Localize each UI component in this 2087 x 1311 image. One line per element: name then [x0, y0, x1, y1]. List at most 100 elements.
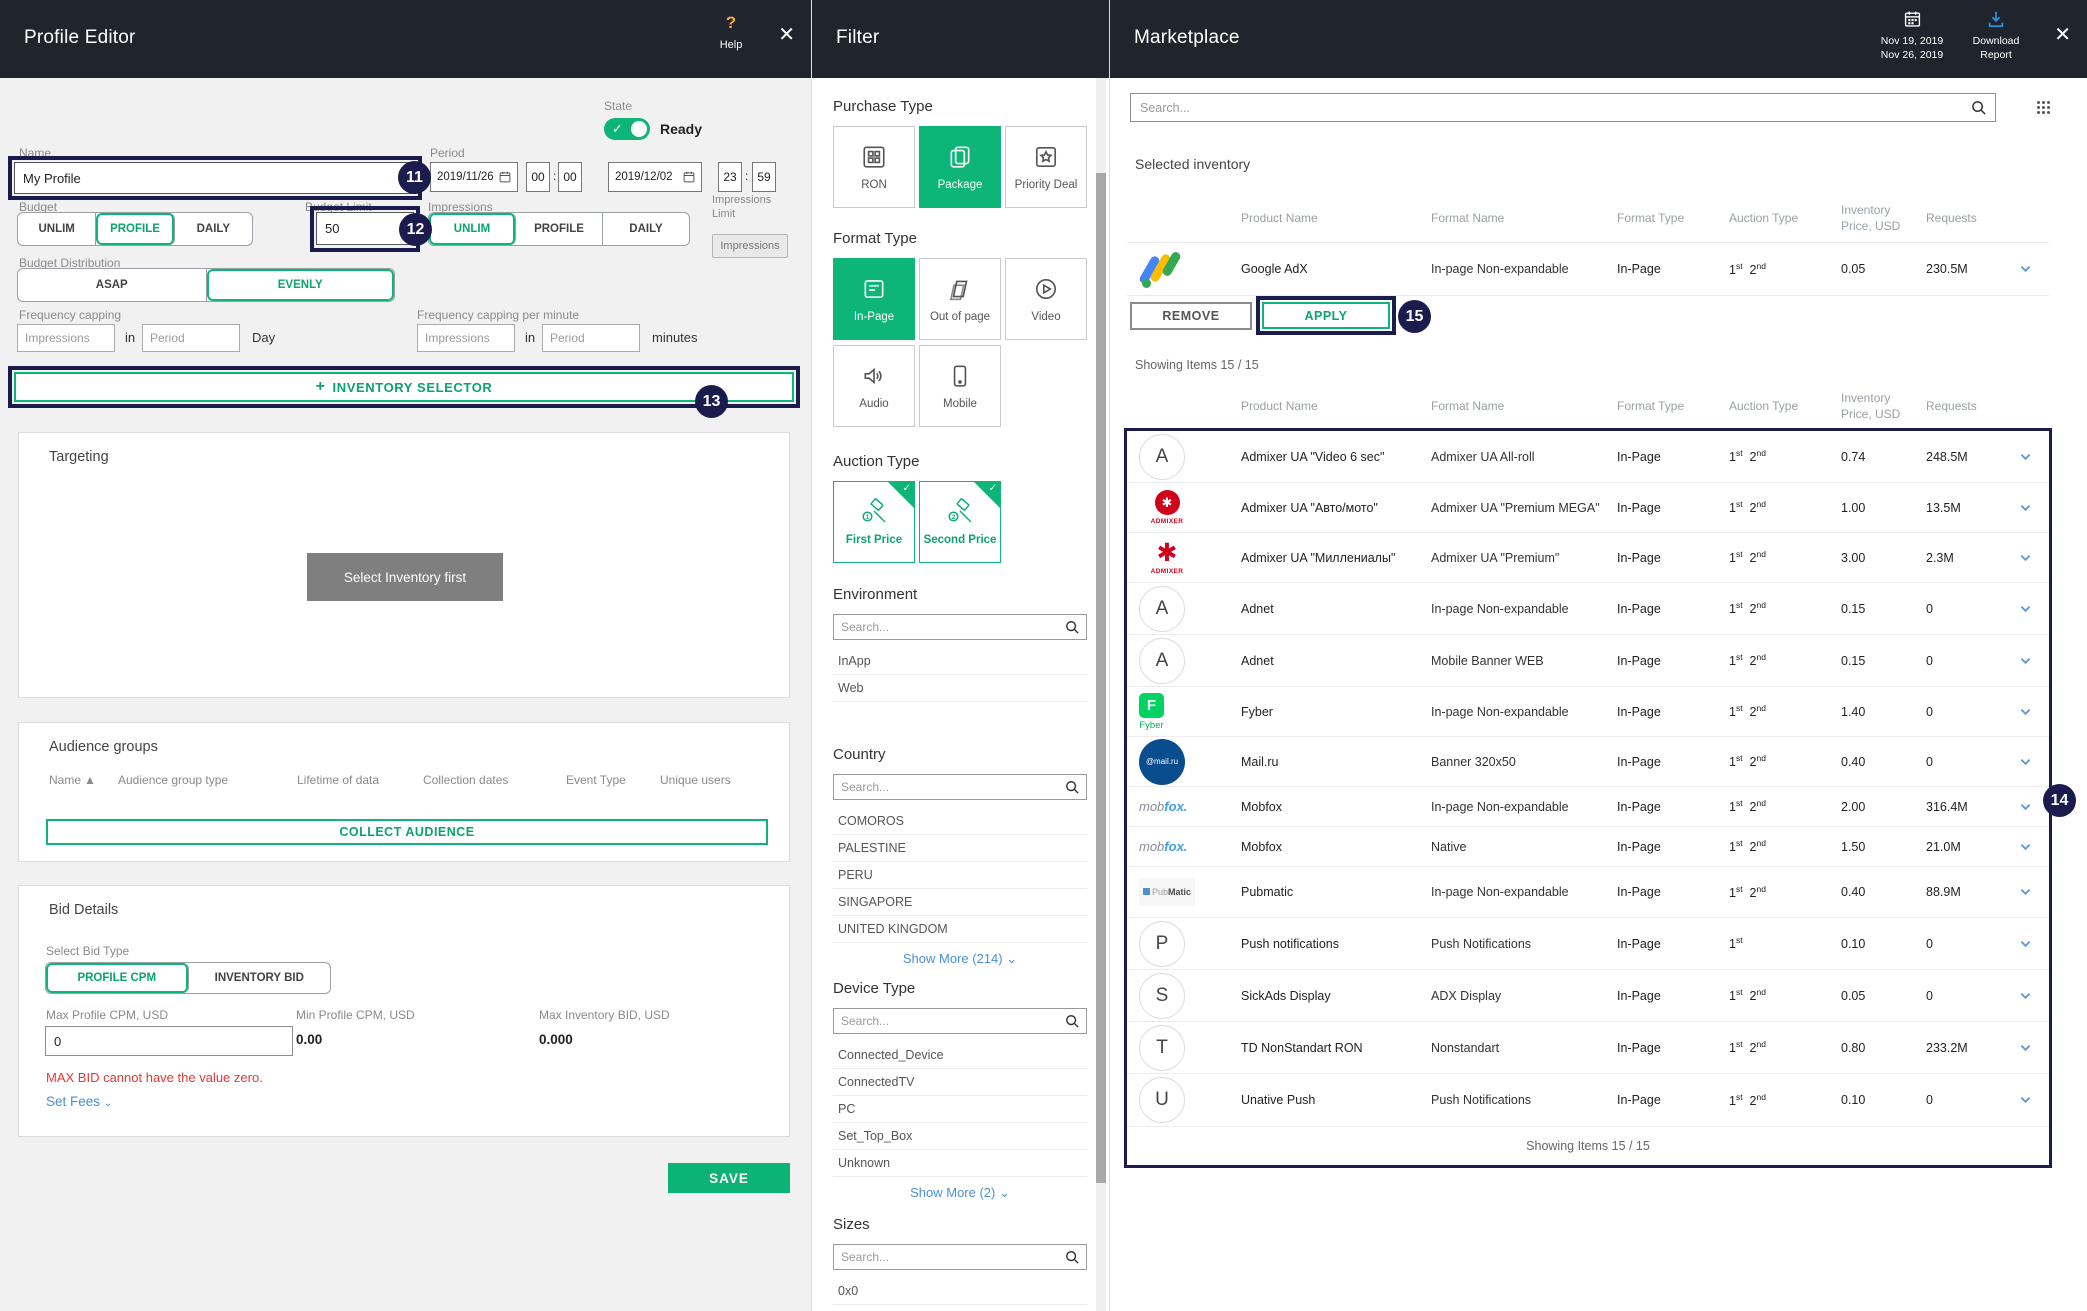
inventory-row-admixer-ua-video-6-sec[interactable]: A Admixer UA "Video 6 sec" Admixer UA All-…: [1127, 431, 2049, 483]
inventory-row-sickads-display[interactable]: S SickAds Display ADX Display In-Page 1st 2n…: [1127, 970, 2049, 1022]
inventory-row-admixer-ua[interactable]: ✱ ADMIXER Admixer UA "Миллениалы" Admixer U…: [1127, 533, 2049, 583]
filter-card-video[interactable]: Video: [1005, 258, 1087, 340]
frequency-period-input[interactable]: [142, 324, 240, 352]
impressions-limit-chip[interactable]: Impressions: [712, 234, 788, 258]
period-end-hour[interactable]: 23: [718, 162, 742, 192]
filter-item-web[interactable]: Web: [833, 675, 1087, 702]
segment-option-asap[interactable]: ASAP: [18, 269, 207, 301]
inventory-row-adnet[interactable]: A Adnet Mobile Banner WEB In-Page 1st 2nd 0.1…: [1127, 635, 2049, 687]
inventory-row-push-notifications[interactable]: P Push notifications Push Notifications In-…: [1127, 918, 2049, 970]
environment-search-input[interactable]: [841, 620, 1059, 634]
period-start-hour[interactable]: 00: [526, 162, 550, 192]
segment-option-unlim[interactable]: UNLIM: [18, 213, 97, 245]
filter-scrollbar[interactable]: [1096, 78, 1106, 1311]
segment-option-daily[interactable]: DAILY: [196, 223, 231, 235]
filter-card-in-page[interactable]: In-Page: [833, 258, 915, 340]
expand-row-button[interactable]: [2001, 504, 2049, 512]
budget-limit-input[interactable]: [316, 212, 414, 245]
marketplace-search-input[interactable]: [1140, 100, 1963, 115]
frequency-minute-impressions-input[interactable]: [417, 324, 515, 352]
scrollbar-thumb[interactable]: [1096, 173, 1106, 1183]
frequency-minute-period-input[interactable]: [542, 324, 640, 352]
filter-card-priority-deal[interactable]: Priority Deal: [1005, 126, 1087, 208]
audience-column-collection-dates[interactable]: Collection dates: [423, 773, 509, 787]
period-end-minute[interactable]: 59: [752, 162, 776, 192]
audience-column-event-type[interactable]: Event Type: [566, 773, 626, 787]
filter-card-audio[interactable]: Audio: [833, 345, 915, 427]
state-toggle[interactable]: ✓: [604, 118, 650, 140]
expand-row-button[interactable]: [2001, 1044, 2049, 1052]
filter-item-connectedtv[interactable]: ConnectedTV: [833, 1069, 1087, 1096]
filter-card-first-price[interactable]: 1 First Price ✓: [833, 481, 915, 563]
apply-button[interactable]: APPLY: [1262, 302, 1390, 329]
download-report-button[interactable]: Download Report: [1960, 10, 2032, 62]
expand-row-button[interactable]: [2001, 453, 2049, 461]
set-fees-link[interactable]: Set Fees ⌄: [46, 1094, 113, 1109]
filter-item-set-top-box[interactable]: Set_Top_Box: [833, 1123, 1087, 1150]
inventory-row-mail-ru[interactable]: @mail.ru Mail.ru Banner 320x50 In-Page 1st 2…: [1127, 737, 2049, 787]
collect-audience-button[interactable]: COLLECT AUDIENCE: [46, 819, 768, 845]
device-show-more-link[interactable]: Show More (2) ⌄: [910, 1185, 1010, 1200]
filter-card-out-of-page[interactable]: Out of page: [919, 258, 1001, 340]
frequency-impressions-input[interactable]: [17, 324, 115, 352]
country-show-more-link[interactable]: Show More (214) ⌄: [902, 951, 1018, 966]
segment-option-daily[interactable]: DAILY: [629, 223, 663, 235]
sizes-search-input[interactable]: [841, 1250, 1059, 1264]
expand-row-button[interactable]: [2001, 940, 2049, 948]
filter-item-connected-device[interactable]: Connected_Device: [833, 1042, 1087, 1069]
audience-column-lifetime-of-data[interactable]: Lifetime of data: [297, 773, 380, 787]
expand-row-button[interactable]: [2001, 992, 2049, 1000]
inventory-row-fyber[interactable]: F Fyber Fyber In-page Non-expandable In-Page…: [1127, 687, 2049, 737]
filter-card-mobile[interactable]: Mobile: [919, 345, 1001, 427]
filter-item-united-kingdom[interactable]: UNITED KINGDOM: [833, 916, 1087, 943]
expand-row-button[interactable]: [2001, 708, 2049, 716]
period-start-date[interactable]: 2019/11/26: [430, 162, 518, 192]
segment-option-profile[interactable]: PROFILE: [516, 213, 603, 245]
help-button[interactable]: ? Help: [709, 13, 753, 51]
max-profile-cpm-input[interactable]: [45, 1026, 293, 1056]
inventory-row-mobfox[interactable]: mobfox. Mobfox In-page Non-expandable In-Pa…: [1127, 787, 2049, 827]
inventory-row-mobfox[interactable]: mobfox. Mobfox Native In-Page 1st 2nd 1.50 21.…: [1127, 827, 2049, 867]
period-end-date[interactable]: 2019/12/02: [608, 162, 702, 192]
period-start-minute[interactable]: 00: [558, 162, 582, 192]
filter-card-second-price[interactable]: 2 Second Price ✓: [919, 481, 1001, 563]
segment-option-profile-cpm[interactable]: PROFILE CPM: [46, 963, 189, 993]
date-range-button[interactable]: Nov 19, 2019 Nov 26, 2019: [1872, 10, 1952, 62]
inventory-selector-button[interactable]: + INVENTORY SELECTOR: [14, 372, 794, 402]
inventory-row-admixer-ua[interactable]: ✱ ADMIXER Admixer UA "Авто/мото" Admixer UA…: [1127, 483, 2049, 533]
inventory-row-adnet[interactable]: A Adnet In-page Non-expandable In-Page 1st 2…: [1127, 583, 2049, 635]
segment-option-inventory-bid[interactable]: INVENTORY BID: [214, 972, 304, 984]
expand-row-button[interactable]: [2001, 554, 2049, 562]
filter-card-ron[interactable]: RON: [833, 126, 915, 208]
expand-row-button[interactable]: [2001, 605, 2049, 613]
segment-option-evenly[interactable]: EVENLY: [206, 269, 394, 301]
segment-option-profile[interactable]: PROFILE: [96, 213, 175, 245]
expand-row-button[interactable]: [2001, 1096, 2049, 1104]
inventory-row-google-adx[interactable]: Google AdX In-page Non-expandable In-Page 1…: [1127, 242, 2049, 296]
filter-card-package[interactable]: Package: [919, 126, 1001, 208]
country-search-input[interactable]: [841, 780, 1059, 794]
filter-item-singapore[interactable]: SINGAPORE: [833, 889, 1087, 916]
inventory-row-pubmatic[interactable]: PubMatic Pubmatic In-page Non-expandable In…: [1127, 867, 2049, 918]
audience-column-audience-group-type[interactable]: Audience group type: [118, 773, 229, 787]
filter-item-0x0[interactable]: 0x0: [833, 1278, 1087, 1305]
inventory-row-td-nonstandart-ron[interactable]: T TD NonStandart RON Nonstandart In-Page 1st…: [1127, 1022, 2049, 1074]
select-inventory-first-button[interactable]: Select Inventory first: [307, 553, 503, 601]
expand-row-button[interactable]: [2001, 265, 2049, 273]
expand-row-button[interactable]: [2001, 843, 2049, 851]
expand-row-button[interactable]: [2001, 657, 2049, 665]
audience-column-unique-users[interactable]: Unique users: [660, 773, 731, 787]
close-icon[interactable]: ✕: [2054, 24, 2071, 46]
filter-item-comoros[interactable]: COMOROS: [833, 808, 1087, 835]
close-icon[interactable]: ✕: [778, 24, 795, 46]
filter-item-palestine[interactable]: PALESTINE: [833, 835, 1087, 862]
grid-view-icon[interactable]: [2036, 100, 2051, 120]
expand-row-button[interactable]: [2001, 758, 2049, 766]
inventory-row-unative-push[interactable]: U Unative Push Push Notifications In-Page 1s…: [1127, 1074, 2049, 1127]
filter-item-inapp[interactable]: InApp: [833, 648, 1087, 675]
save-button[interactable]: SAVE: [668, 1163, 790, 1193]
expand-row-button[interactable]: [2001, 803, 2049, 811]
filter-item-pc[interactable]: PC: [833, 1096, 1087, 1123]
name-input[interactable]: [14, 162, 416, 194]
audience-column-name[interactable]: Name ▲: [49, 773, 96, 787]
